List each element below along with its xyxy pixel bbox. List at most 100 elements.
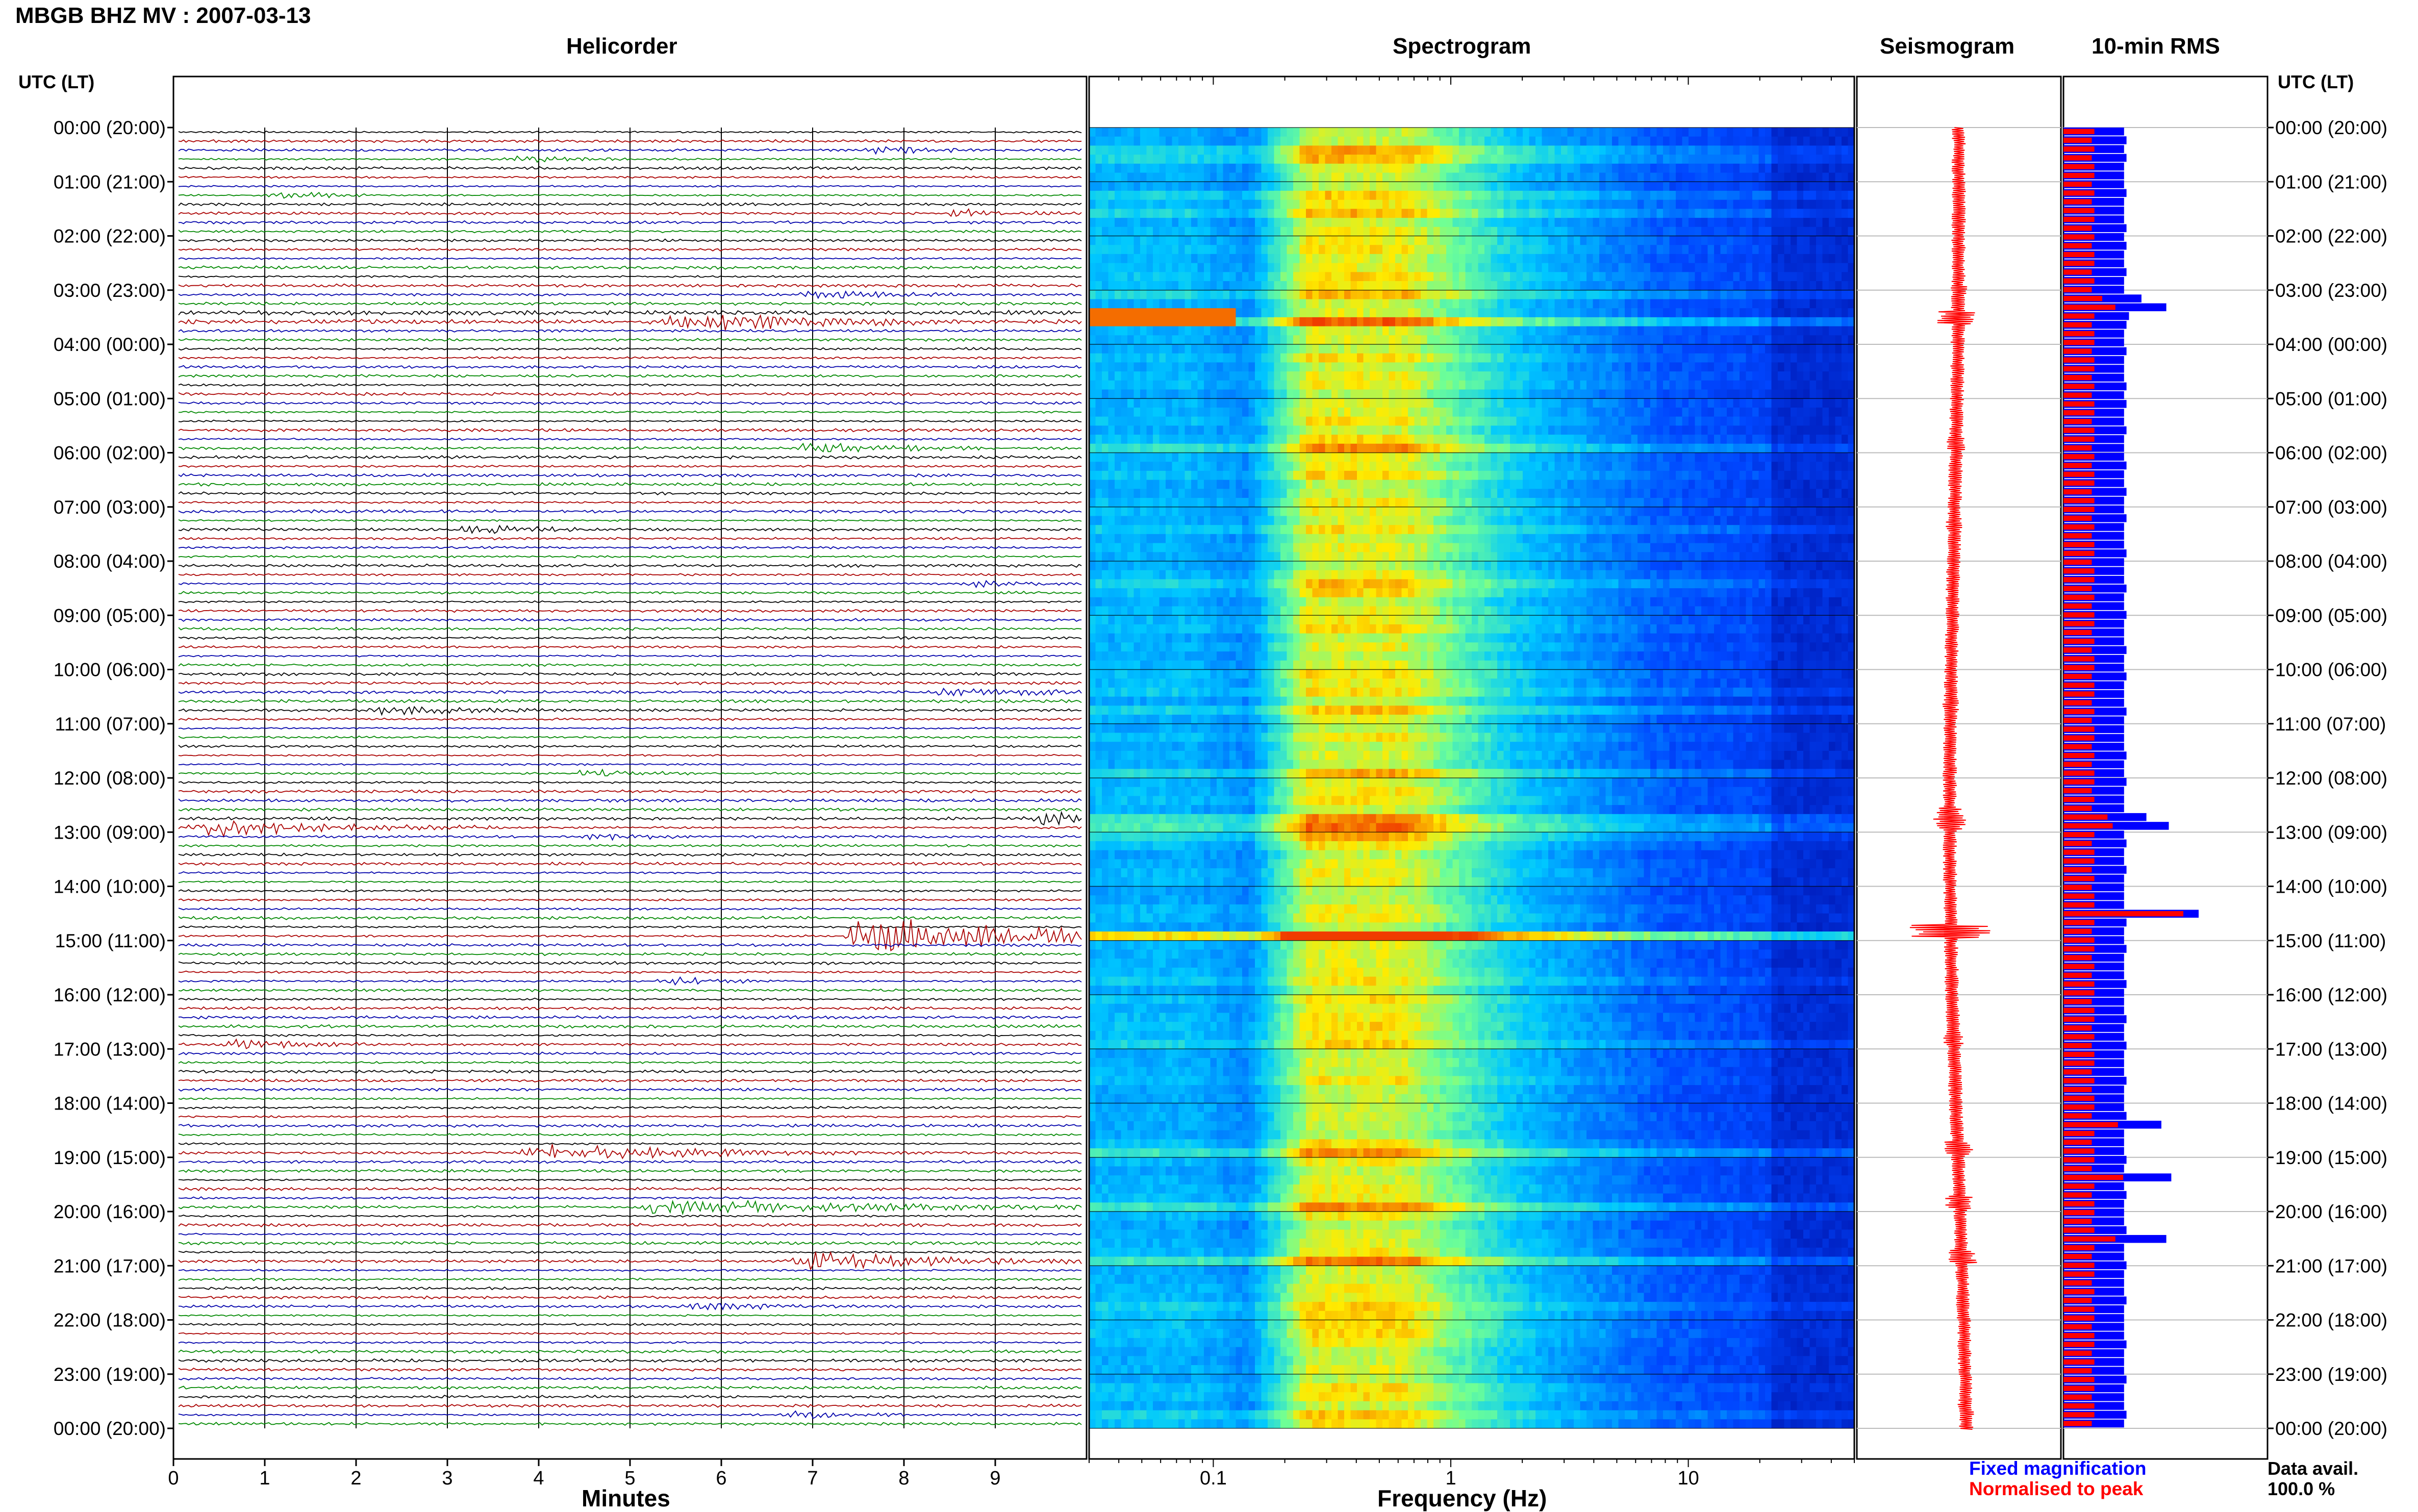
- spectrogram-cell: [1236, 145, 1243, 155]
- spectrogram-cell: [1255, 408, 1262, 417]
- spectrogram-cell: [1415, 381, 1421, 390]
- spectrogram-cell: [1535, 281, 1542, 290]
- spectrogram-cell: [1440, 344, 1447, 354]
- spectrogram-cell: [1823, 191, 1829, 200]
- spectrogram-cell: [1574, 417, 1580, 426]
- spectrogram-cell: [1313, 128, 1319, 137]
- spectrogram-cell: [1484, 308, 1491, 317]
- spectrogram-cell: [1344, 362, 1351, 371]
- spectrogram-cell: [1217, 435, 1223, 444]
- spectrogram-cell: [1325, 335, 1332, 344]
- spectrogram-cell: [1778, 435, 1784, 444]
- spectrogram-cell: [1619, 137, 1625, 146]
- spectrogram-cell: [1599, 344, 1606, 354]
- spectrogram-cell: [1701, 272, 1708, 281]
- spectrogram-cell: [1134, 272, 1141, 281]
- spectrogram-cell: [1331, 236, 1338, 245]
- spectrogram-cell: [1517, 471, 1523, 480]
- spectrogram-cell: [1568, 254, 1574, 263]
- spectrogram-cell: [1497, 398, 1504, 408]
- spectrogram-cell: [1580, 290, 1587, 299]
- spectrogram-cell: [1484, 417, 1491, 426]
- spectrogram-cell: [1484, 354, 1491, 363]
- spectrogram-cell: [1517, 155, 1523, 164]
- spectrogram-cell: [1548, 155, 1555, 164]
- spectrogram-cell: [1389, 155, 1396, 164]
- spectrogram-cell: [1625, 371, 1631, 381]
- spectrogram-cell: [1638, 145, 1644, 155]
- spectrogram-cell: [1178, 335, 1185, 344]
- spectrogram-cell: [1446, 236, 1453, 245]
- spectrogram-cell: [1274, 191, 1281, 200]
- spectrogram-cell: [1115, 381, 1121, 390]
- spectrogram-cell: [1778, 182, 1784, 191]
- spectrogram-cell: [1752, 209, 1759, 218]
- spectrogram-cell: [1803, 453, 1810, 462]
- spectrogram-cell: [1293, 344, 1300, 354]
- spectrogram-cell: [1395, 263, 1402, 272]
- spectrogram-cell: [1306, 471, 1313, 480]
- spectrogram-cell: [1593, 408, 1600, 417]
- spectrogram-cell: [1096, 218, 1102, 227]
- spectrogram-cell: [1172, 462, 1179, 471]
- spectrogram-cell: [1185, 173, 1192, 182]
- spectrogram-cell: [1204, 173, 1211, 182]
- spectrogram-cell: [1542, 317, 1549, 326]
- spectrogram-cell: [1287, 254, 1294, 263]
- spectrogram-cell: [1262, 435, 1268, 444]
- spectrogram-cell: [1274, 453, 1281, 462]
- spectrogram-cell: [1625, 281, 1631, 290]
- spectrogram-cell: [1721, 254, 1727, 263]
- spectrogram-cell: [1313, 381, 1319, 390]
- spectrogram-cell: [1115, 390, 1121, 399]
- spectrogram-cell: [1351, 381, 1357, 390]
- spectrogram-cell: [1548, 398, 1555, 408]
- spectrogram-cell: [1472, 335, 1478, 344]
- spectrogram-cell: [1797, 200, 1804, 209]
- spectrogram-cell: [1676, 299, 1682, 308]
- spectrogram-cell: [1472, 344, 1478, 354]
- spectrogram-cell: [1682, 371, 1689, 381]
- spectrogram-cell: [1765, 308, 1772, 317]
- spectrogram-cell: [1338, 308, 1345, 317]
- spectrogram-cell: [1166, 317, 1172, 326]
- spectrogram-cell: [1663, 164, 1670, 173]
- spectrogram-cell: [1517, 371, 1523, 381]
- spectrogram-cell: [1376, 200, 1383, 209]
- spectrogram-cell: [1198, 408, 1204, 417]
- spectrogram-cell: [1752, 317, 1759, 326]
- spectrogram-cell: [1695, 281, 1702, 290]
- spectrogram-cell: [1510, 209, 1517, 218]
- spectrogram-cell: [1548, 371, 1555, 381]
- spectrogram-cell: [1721, 272, 1727, 281]
- spectrogram-cell: [1529, 254, 1536, 263]
- spectrogram-cell: [1217, 236, 1223, 245]
- spectrogram-cell: [1096, 137, 1102, 146]
- spectrogram-cell: [1497, 200, 1504, 209]
- spectrogram-cell: [1466, 417, 1472, 426]
- spectrogram-cell: [1676, 263, 1682, 272]
- spectrogram-cell: [1752, 164, 1759, 173]
- spectrogram-cell: [1529, 308, 1536, 317]
- spectrogram-cell: [1287, 335, 1294, 344]
- spectrogram-cell: [1612, 263, 1619, 272]
- spectrogram-cell: [1389, 371, 1396, 381]
- spectrogram-cell: [1262, 371, 1268, 381]
- spectrogram-cell: [1249, 344, 1255, 354]
- spectrogram-cell: [1127, 200, 1134, 209]
- spectrogram-cell: [1440, 281, 1447, 290]
- spectrogram-cell: [1147, 453, 1153, 462]
- spectrogram-cell: [1109, 308, 1115, 317]
- spectrogram-cell: [1198, 272, 1204, 281]
- spectrogram-cell: [1721, 362, 1727, 371]
- spectrogram-cell: [1829, 191, 1835, 200]
- spectrogram-cell: [1300, 471, 1306, 480]
- spectrogram-cell: [1842, 435, 1848, 444]
- spectrogram-cell: [1708, 371, 1715, 381]
- spectrogram-cell: [1606, 417, 1613, 426]
- spectrogram-cell: [1721, 200, 1727, 209]
- spectrogram-cell: [1650, 444, 1657, 453]
- spectrogram-cell: [1421, 191, 1427, 200]
- spectrogram-cell: [1568, 299, 1574, 308]
- spectrogram-cell: [1166, 290, 1172, 299]
